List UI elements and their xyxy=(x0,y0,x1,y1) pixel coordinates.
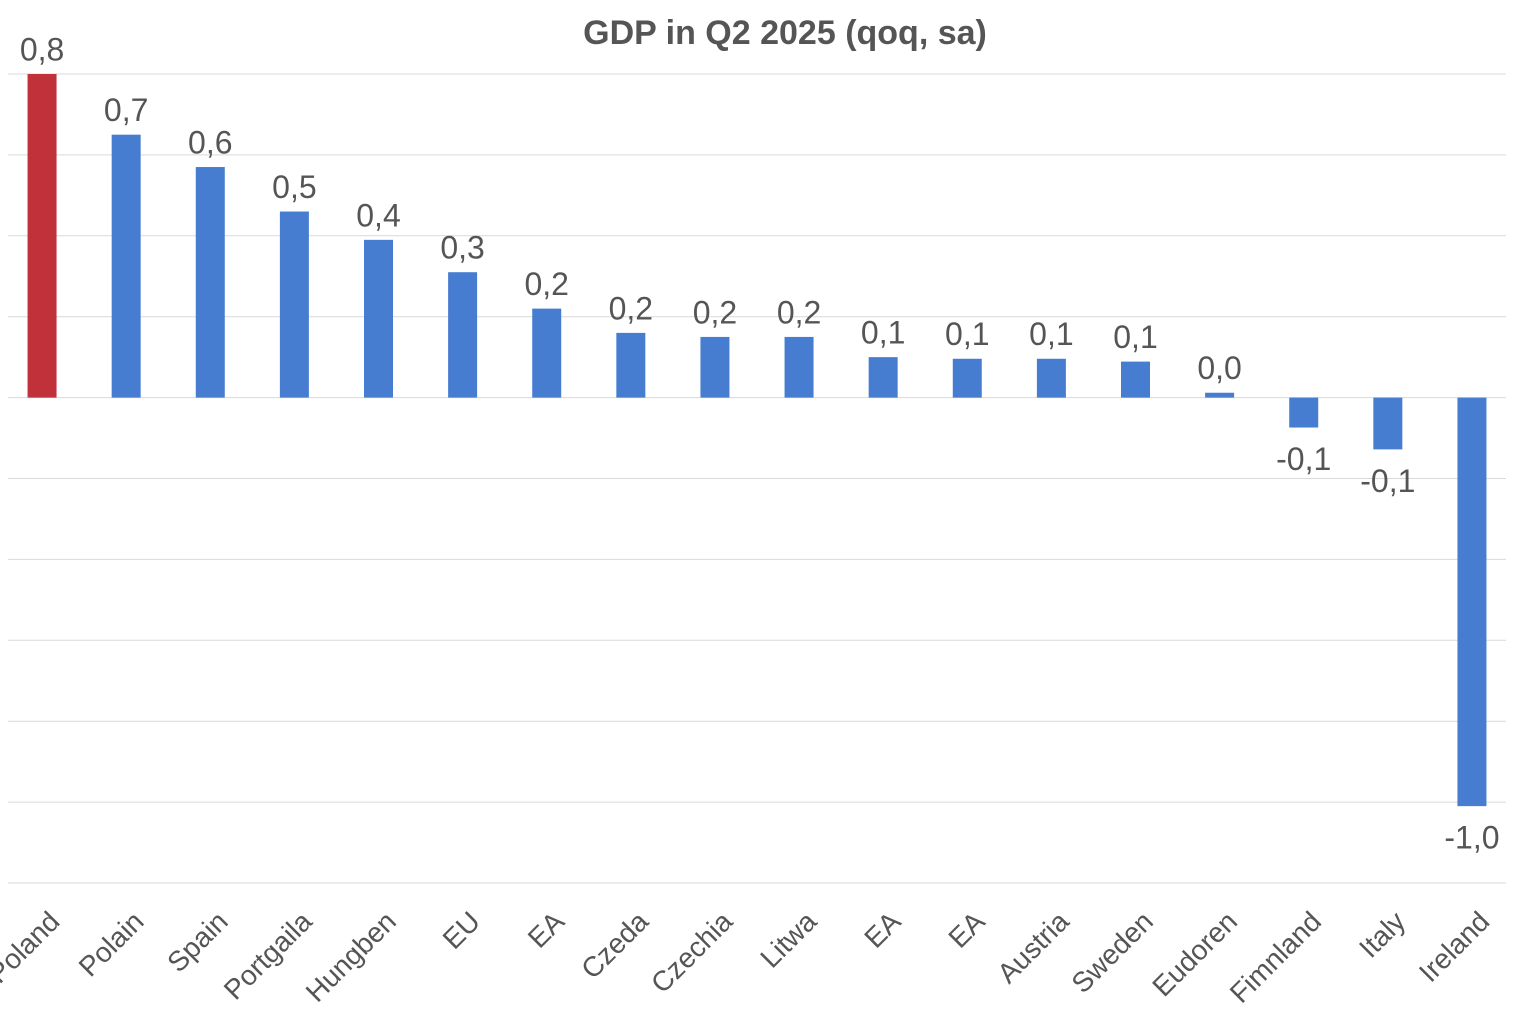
x-tick-label: Czeda xyxy=(575,905,654,984)
data-label: 0,1 xyxy=(861,315,905,351)
data-label: 0,3 xyxy=(440,230,484,266)
x-tick-label: Hungben xyxy=(300,906,402,1008)
data-label: 0,0 xyxy=(1197,350,1241,386)
bar xyxy=(1457,397,1487,807)
data-label: 0,1 xyxy=(945,316,989,352)
x-tick-label: Sweden xyxy=(1065,906,1158,999)
x-tick-label: Fimnland xyxy=(1224,906,1327,1009)
x-tick-label: EU xyxy=(437,906,486,955)
data-label: 0,2 xyxy=(609,290,653,326)
bar xyxy=(1205,392,1235,398)
x-tick-label: Ireland xyxy=(1413,906,1495,988)
data-label: 0,1 xyxy=(1029,316,1073,352)
data-label: 0,2 xyxy=(777,294,821,330)
bar xyxy=(1289,397,1319,428)
data-label: 0,2 xyxy=(524,266,568,302)
x-tick-label: Italy xyxy=(1353,906,1411,964)
x-tick-label: Polain xyxy=(73,906,150,983)
bar xyxy=(532,308,562,398)
data-label: 0,6 xyxy=(188,124,232,160)
chart-title: GDP in Q2 2025 (qoq, sa) xyxy=(583,14,987,52)
data-label: 0,1 xyxy=(1113,319,1157,355)
x-tick-label: Litwa xyxy=(754,905,822,973)
x-tick-label: Austria xyxy=(991,905,1075,989)
bar xyxy=(616,332,646,398)
x-tick-label: EA xyxy=(942,905,991,954)
data-label: -0,1 xyxy=(1276,441,1331,477)
data-label: -1,0 xyxy=(1444,820,1499,856)
bar xyxy=(448,272,478,398)
bar xyxy=(1373,397,1403,450)
bar xyxy=(364,239,393,398)
x-tick-label: Spain xyxy=(161,906,234,979)
x-tick-label: EA xyxy=(858,905,907,954)
data-label: 0,7 xyxy=(104,92,148,128)
data-label: 0,8 xyxy=(20,31,64,67)
data-label: 0,5 xyxy=(272,169,316,205)
data-label: -0,1 xyxy=(1360,463,1415,499)
bar xyxy=(1036,358,1066,398)
bar xyxy=(1121,361,1150,398)
x-tick-label: Poland xyxy=(0,906,66,990)
bar xyxy=(868,357,898,398)
bar xyxy=(700,336,730,398)
x-tick-label: EA xyxy=(522,905,571,954)
bar xyxy=(279,211,309,398)
bar xyxy=(27,74,57,398)
bar xyxy=(111,134,141,398)
data-label: 0,4 xyxy=(356,197,400,233)
bar xyxy=(195,167,225,398)
data-label: 0,2 xyxy=(693,294,737,330)
bar xyxy=(952,358,982,398)
x-tick-label: Czechia xyxy=(645,905,739,999)
bar xyxy=(784,336,814,398)
